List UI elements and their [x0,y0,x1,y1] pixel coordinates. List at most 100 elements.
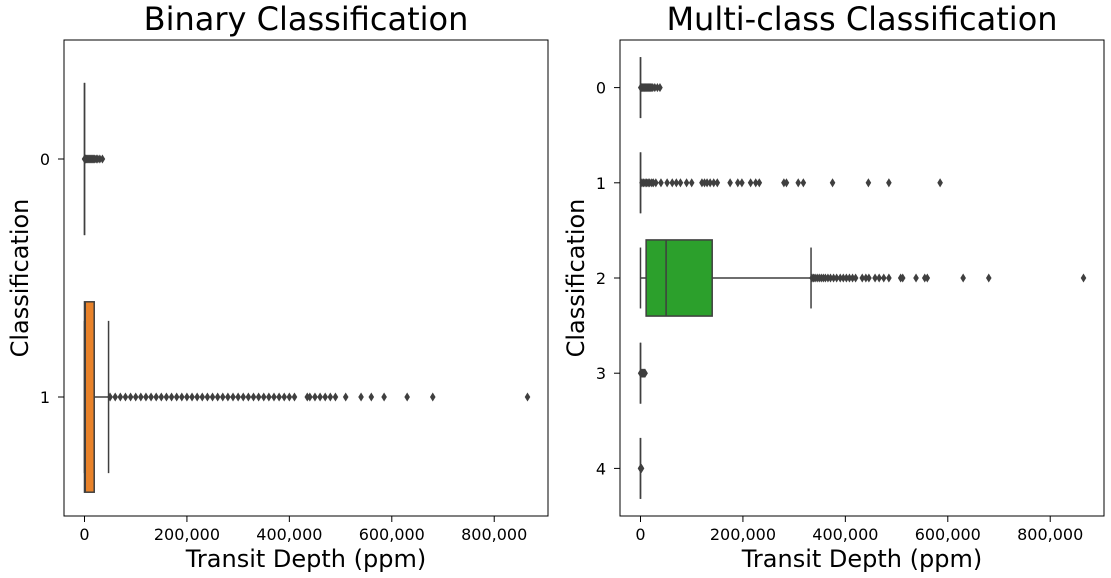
outlier-point [683,178,690,188]
binary-classification-panel: Binary Classification Transit Depth (ppm… [6,0,549,573]
outlier-point [795,178,802,188]
multiclass-y-tick-label: 0 [596,79,606,98]
outlier-point [843,273,850,283]
outlier-point [225,392,231,402]
outlier-point [710,178,717,188]
multiclass-box-3 [637,342,648,404]
outlier-point [99,154,106,164]
binary-chart-title: Binary Classification [144,0,469,38]
binary-tick-layer: 0 200,000 400,000 600,000 800,000 0 1 [40,150,527,544]
binary-x-tick-label: 600,000 [359,525,425,544]
outlier-point [863,273,869,283]
outlier-point [107,392,113,402]
multiclass-box-0 [637,57,663,119]
outlier-point [117,392,124,402]
multiclass-box-layer [637,57,1087,499]
outlier-point [158,392,165,402]
outlier-point [260,392,267,402]
outlier-point [342,392,349,402]
outlier-point [381,392,387,402]
outlier-point [739,178,745,188]
outlier-point [707,178,713,188]
outlier-point [657,83,663,93]
multiclass-x-tick-label: 200,000 [710,525,776,544]
outlier-point [524,392,531,402]
outlier-point [112,392,119,402]
outlier-point [658,178,664,188]
outlier-point [143,392,149,402]
outlier-point [677,178,684,188]
outlier-point [830,273,837,283]
outlier-point [840,273,847,283]
outlier-point [913,273,919,283]
outlier-point [255,392,262,402]
outlier-point [837,273,844,283]
outlier-point [148,392,154,402]
outlier-point [924,273,931,283]
outlier-point [747,178,754,188]
outlier-point [866,273,872,283]
outlier-point [653,178,659,188]
outlier-point [985,273,992,283]
outlier-point [322,392,329,402]
binary-box-layer [81,82,531,493]
multiclass-tick-layer: 0 200,000 400,000 600,000 800,000 0 1 2 3 4 [596,79,1083,544]
outlier-point [827,273,834,283]
multiclass-x-tick-label: 0 [635,525,645,544]
outlier-point [250,392,257,402]
outlier-point [219,392,226,402]
outlier-point [312,392,318,402]
outlier-point [960,273,966,283]
outlier-point [281,392,288,402]
binary-x-tick-label: 400,000 [256,525,322,544]
iqr-box [83,301,95,493]
outlier-point [358,392,364,402]
outlier-point [688,178,695,188]
outlier-point [669,178,676,188]
outlier-point [846,273,853,283]
outlier-point [1080,273,1087,283]
outlier-point [876,273,882,283]
multiclass-classification-panel: Multi-class Classification Transit Depth… [562,0,1105,573]
outlier-point [286,392,293,402]
outlier-point [168,392,175,402]
outlier-point [266,392,272,402]
outlier-point [727,178,733,188]
outlier-point [245,392,252,402]
multiclass-x-axis-label: Transit Depth (ppm) [741,545,982,573]
outlier-point [138,392,144,402]
outlier-point [783,178,790,188]
multiclass-box-1 [639,152,943,214]
binary-x-tick-label: 200,000 [154,525,220,544]
outlier-point [317,392,323,402]
binary-plot-frame [63,39,549,517]
outlier-point [189,392,195,402]
outlier-point [756,178,763,188]
outlier-point [184,392,190,402]
outlier-point [235,392,241,402]
multiclass-x-tick-label: 400,000 [812,525,878,544]
outlier-point [872,273,878,283]
binary-y-tick-label: 0 [40,150,50,169]
binary-box-0 [81,82,106,236]
outlier-point [849,273,856,283]
outlier-point [194,392,200,402]
outlier-point [642,368,648,378]
outlier-point [132,392,139,402]
multiclass-y-tick-label: 2 [596,269,606,288]
outlier-point [163,392,170,402]
binary-x-axis-label: Transit Depth (ppm) [185,545,426,573]
binary-y-tick-label: 1 [40,388,50,407]
outlier-point [204,392,211,402]
binary-x-tick-label: 800,000 [461,525,527,544]
multiclass-y-axis-label: Classification [562,199,590,358]
multiclass-y-tick-label: 3 [596,364,606,383]
outlier-point [276,392,282,402]
outlier-point [880,273,887,283]
outlier-point [865,178,872,188]
multiclass-chart-title: Multi-class Classification [666,0,1057,38]
outlier-point [271,392,277,402]
outlier-point [327,392,334,402]
outlier-point [664,178,670,188]
